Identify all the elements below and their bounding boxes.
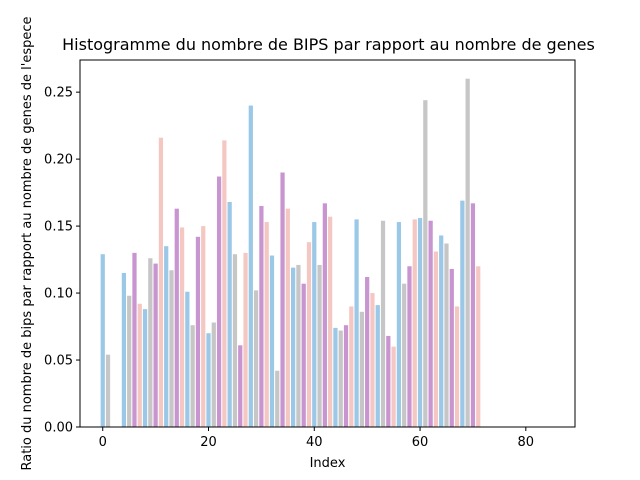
bar	[253, 290, 259, 427]
bar	[100, 254, 105, 427]
bar	[137, 303, 142, 427]
bar	[142, 309, 148, 427]
y-tick-label: 0.20	[44, 153, 73, 168]
bar	[164, 246, 169, 427]
bars-group	[100, 78, 481, 428]
bar	[433, 251, 439, 427]
bar	[206, 333, 211, 427]
bar	[460, 200, 465, 427]
bar	[174, 208, 179, 427]
bar	[227, 201, 232, 427]
bar	[386, 335, 391, 427]
bar	[317, 264, 322, 427]
y-tick-label: 0.00	[44, 421, 73, 436]
bar	[121, 272, 127, 427]
bar	[439, 235, 444, 427]
bar	[216, 176, 222, 427]
bar	[169, 270, 174, 427]
bar	[291, 267, 296, 427]
chart-title: Histogramme du nombre de BIPS par rappor…	[62, 35, 595, 54]
x-tick-label: 60	[412, 435, 429, 450]
bar	[359, 311, 364, 427]
bar	[380, 220, 386, 427]
bar	[248, 105, 253, 427]
bar	[211, 322, 216, 427]
bar	[195, 236, 201, 427]
bar	[296, 264, 301, 427]
bar	[465, 78, 470, 427]
bar	[312, 222, 317, 427]
bar	[402, 283, 407, 427]
bar	[269, 255, 275, 427]
bar	[333, 327, 338, 427]
x-tick-label: 0	[99, 435, 107, 450]
x-axis-label: Index	[310, 456, 346, 471]
bar	[375, 305, 380, 427]
bar	[412, 219, 417, 427]
bar	[222, 140, 227, 428]
y-axis-label: Ratio du nombre de bips par rapport au n…	[20, 16, 35, 470]
bar	[306, 242, 312, 427]
bar	[238, 345, 243, 427]
axes-frame	[79, 59, 576, 428]
bar	[275, 370, 280, 427]
bar	[232, 254, 238, 427]
bar	[328, 216, 333, 427]
y-axis-ticks: 0.00 0.05 0.10 0.15 0.20 0.25	[44, 86, 80, 436]
bar	[354, 219, 359, 427]
x-axis-ticks: 0 20 40 60 80	[99, 427, 534, 450]
bar	[264, 222, 269, 427]
bar	[396, 222, 402, 427]
x-tick-label: 80	[518, 435, 535, 450]
x-tick-label: 20	[200, 435, 217, 450]
bar	[407, 266, 412, 427]
bar	[201, 226, 206, 427]
y-tick-label: 0.25	[44, 86, 73, 101]
bar	[153, 263, 158, 427]
bar	[454, 306, 460, 427]
bar	[243, 252, 248, 427]
bar	[179, 227, 185, 427]
bar	[105, 354, 111, 427]
bar	[322, 203, 327, 427]
bar	[423, 100, 428, 428]
bar	[343, 325, 349, 427]
bar	[158, 137, 164, 427]
bar	[285, 208, 290, 427]
bar	[185, 291, 190, 427]
bar	[148, 258, 153, 427]
bar	[259, 206, 264, 427]
bar	[370, 293, 375, 427]
bar	[470, 203, 476, 427]
bar	[444, 243, 449, 427]
bar	[365, 276, 370, 427]
bar	[391, 346, 396, 427]
bar	[280, 172, 285, 427]
bar	[127, 295, 132, 427]
bar	[132, 252, 137, 427]
bar	[428, 220, 433, 427]
y-tick-label: 0.10	[44, 287, 73, 302]
x-tick-label: 40	[306, 435, 323, 450]
y-tick-label: 0.05	[44, 354, 73, 369]
bar	[349, 306, 354, 427]
bar	[476, 266, 481, 427]
bar	[301, 283, 306, 427]
bar	[338, 330, 343, 427]
y-tick-label: 0.15	[44, 220, 73, 235]
bar	[190, 325, 195, 427]
bar	[417, 218, 423, 427]
bar	[449, 268, 454, 427]
